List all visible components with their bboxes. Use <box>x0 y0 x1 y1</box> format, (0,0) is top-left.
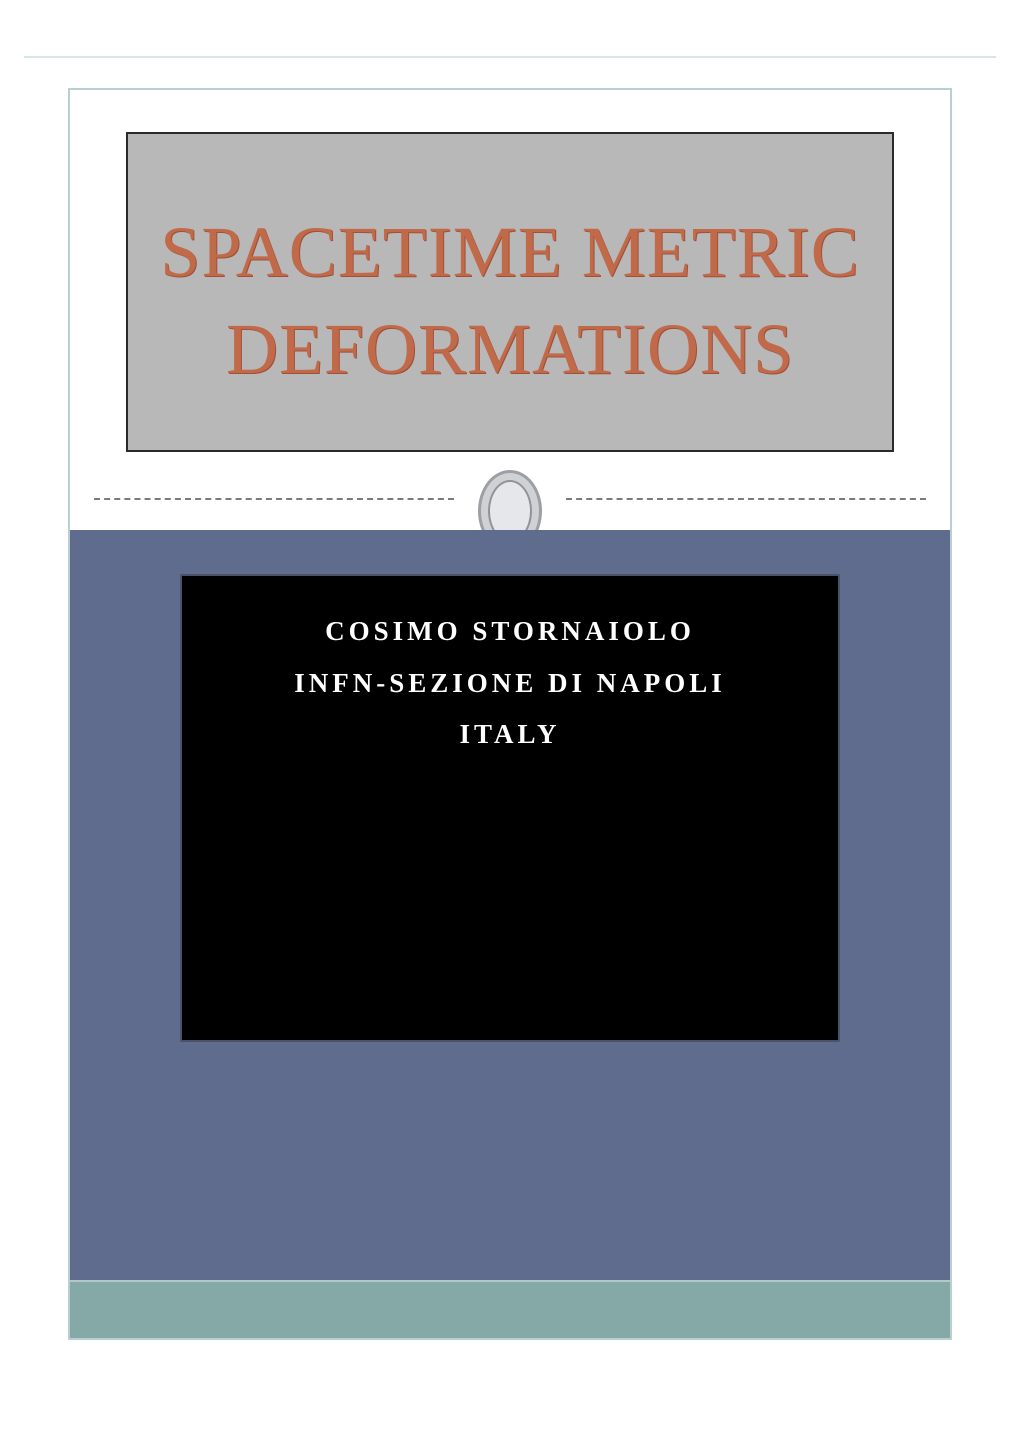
author-country: ITALY <box>212 709 808 760</box>
author-name: COSIMO STORNAIOLO <box>212 606 808 657</box>
title-line-2: DEFORMATIONS <box>158 301 862 398</box>
author-box: COSIMO STORNAIOLO INFN-SEZIONE DI NAPOLI… <box>180 574 840 1042</box>
title-line-1: SPACETIME METRIC <box>158 204 862 301</box>
author-affiliation: INFN-SEZIONE DI NAPOLI <box>212 658 808 709</box>
footer-strip <box>70 1280 950 1338</box>
title-region: SPACETIME METRIC DEFORMATIONS <box>70 90 950 452</box>
divider-dash-right <box>566 498 926 500</box>
body-region: COSIMO STORNAIOLO INFN-SEZIONE DI NAPOLI… <box>70 530 950 1280</box>
top-horizontal-rule <box>24 56 996 58</box>
slide-frame: SPACETIME METRIC DEFORMATIONS COSIMO STO… <box>68 88 952 1340</box>
divider-row <box>70 470 950 530</box>
title-box: SPACETIME METRIC DEFORMATIONS <box>126 132 894 452</box>
divider-dash-left <box>94 498 454 500</box>
